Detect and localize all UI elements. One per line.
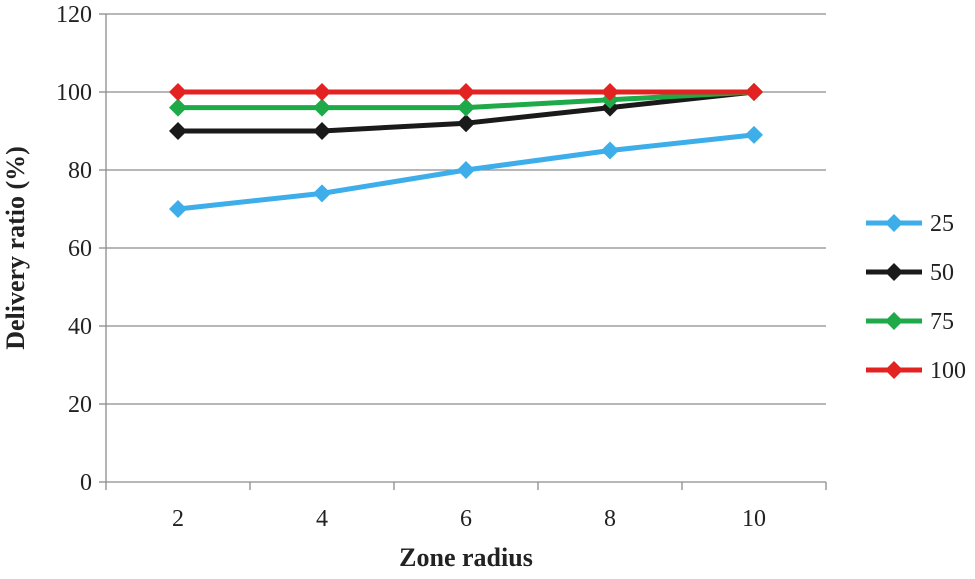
legend-item-75: 75 xyxy=(866,309,954,335)
legend-swatch-marker xyxy=(885,361,903,379)
data-point xyxy=(313,98,331,117)
legend-item-25: 25 xyxy=(866,211,954,237)
y-tick-label: 20 xyxy=(68,392,92,418)
gridlines xyxy=(106,13,826,405)
y-tick-label: 80 xyxy=(68,158,92,184)
y-tick-label: 120 xyxy=(56,2,92,28)
legend-swatch-marker xyxy=(885,312,903,330)
legend-label: 100 xyxy=(930,358,966,384)
x-tick-label: 2 xyxy=(172,506,184,532)
x-tick-label: 8 xyxy=(604,506,616,532)
y-tick-label: 40 xyxy=(68,314,92,340)
legend-label: 75 xyxy=(930,309,954,335)
series-lines xyxy=(169,83,763,218)
legend-label: 50 xyxy=(930,260,954,286)
data-point xyxy=(601,141,619,160)
data-point xyxy=(169,98,187,117)
x-tick-label: 6 xyxy=(460,506,472,532)
axes: 0 20 40 60 80 100 120 2 4 6 8 10 xyxy=(56,2,827,532)
data-point xyxy=(169,200,187,218)
legend-swatch-marker xyxy=(885,263,903,281)
data-point xyxy=(169,122,187,140)
series-25 xyxy=(169,125,763,218)
data-point xyxy=(457,98,475,117)
legend-item-100: 100 xyxy=(866,358,966,384)
data-point xyxy=(745,125,763,144)
x-tick-label: 4 xyxy=(316,506,328,532)
y-tick-label: 60 xyxy=(68,236,92,262)
legend-label: 25 xyxy=(930,211,954,237)
data-point xyxy=(313,83,331,101)
data-point xyxy=(457,114,475,133)
y-tick-label: 0 xyxy=(80,470,92,496)
legend-swatch-marker xyxy=(885,214,903,232)
data-point xyxy=(745,83,763,101)
data-point xyxy=(313,184,331,203)
y-tick-label: 100 xyxy=(56,80,92,106)
x-tick-label: 10 xyxy=(742,506,766,532)
data-point xyxy=(313,122,331,140)
data-point xyxy=(457,83,475,101)
x-axis-title: Zone radius xyxy=(399,543,533,572)
legend: 25 50 75 100 xyxy=(866,211,966,384)
y-axis-title: Delivery ratio (%) xyxy=(1,146,30,350)
legend-item-50: 50 xyxy=(866,260,954,286)
data-point xyxy=(169,83,187,101)
data-point xyxy=(601,83,619,101)
data-point xyxy=(457,161,475,179)
series-100 xyxy=(169,83,763,101)
